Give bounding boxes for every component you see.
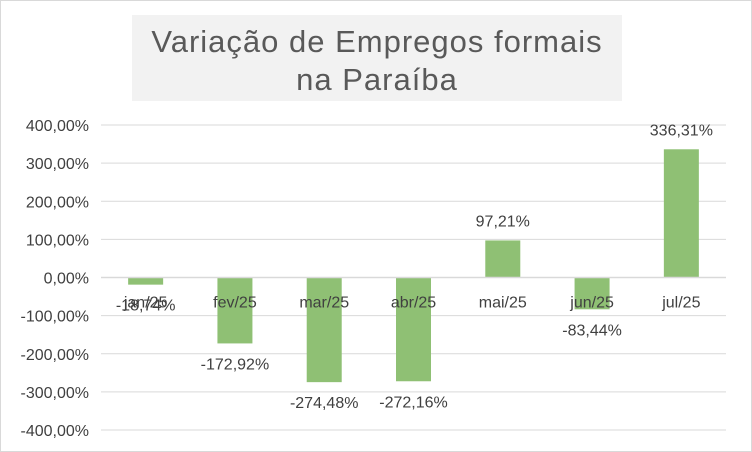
x-tick-label: fev/25	[213, 295, 257, 312]
bar	[217, 277, 253, 344]
y-tick-label: 100,00%	[26, 232, 89, 249]
y-tick-label: 400,00%	[26, 118, 89, 135]
y-tick-label: -400,00%	[21, 423, 90, 440]
y-tick-label: 200,00%	[26, 194, 89, 211]
x-tick-label: mai/25	[479, 295, 527, 312]
bar	[396, 277, 431, 382]
bar	[485, 240, 521, 278]
data-label: 97,21%	[476, 213, 530, 230]
y-tick-label: -100,00%	[21, 309, 90, 326]
bar	[663, 149, 699, 278]
bar	[574, 277, 610, 310]
y-tick-label: -300,00%	[21, 385, 90, 402]
bar	[128, 277, 164, 285]
data-label: -83,44%	[562, 322, 622, 339]
y-tick-label: -200,00%	[21, 347, 90, 364]
x-tick-label: mar/25	[299, 295, 349, 312]
y-tick-label: 300,00%	[26, 156, 89, 173]
data-label: -274,48%	[290, 395, 359, 412]
chart-title: Variação de Empregos formais na Paraíba	[151, 24, 603, 97]
data-label: -272,16%	[379, 394, 448, 411]
x-tick-label: jul/25	[661, 295, 700, 312]
data-label: 336,31%	[650, 122, 713, 139]
bar	[306, 277, 342, 383]
x-tick-label: jun/25	[569, 295, 614, 312]
x-tick-label: abr/25	[391, 295, 436, 312]
data-label: -172,92%	[201, 356, 270, 373]
x-tick-label: jan/25	[123, 295, 168, 312]
data-label: -18,74%	[116, 298, 176, 315]
chart-title-box: Variação de Empregos formais na Paraíba	[132, 15, 622, 101]
y-tick-label: 0,00%	[44, 271, 89, 288]
